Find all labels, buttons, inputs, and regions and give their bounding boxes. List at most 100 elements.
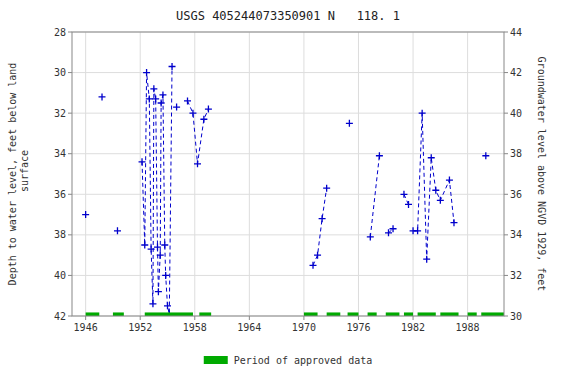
title: USGS 405244073350901 N 118. 1 <box>176 9 400 23</box>
y-tick-label: 38 <box>54 229 66 240</box>
y2-tick <box>504 32 508 33</box>
marker <box>376 152 383 159</box>
y-tick <box>68 316 72 317</box>
y-tick <box>68 113 72 114</box>
marker <box>141 242 148 249</box>
y2-tick-label: 34 <box>510 229 522 240</box>
x-tick-label: 1970 <box>292 322 316 333</box>
marker <box>482 152 489 159</box>
y-tick <box>68 153 72 154</box>
y-tick-label: 34 <box>54 148 66 159</box>
approved-bar <box>386 312 400 316</box>
x-tick <box>303 316 304 320</box>
marker <box>314 252 321 259</box>
x-tick-label: 1976 <box>346 322 370 333</box>
axes: 1946195219581964197019761982198828303234… <box>54 27 522 334</box>
approved-bar <box>199 312 211 316</box>
y2-tick <box>504 72 508 73</box>
marker <box>162 272 169 279</box>
y2-tick-label: 42 <box>510 67 522 78</box>
y2-tick <box>504 194 508 195</box>
marker <box>390 225 397 232</box>
marker <box>200 116 207 123</box>
marker <box>428 154 435 161</box>
grid-line-x <box>194 32 195 316</box>
y-tick-label: 42 <box>54 311 66 322</box>
approved-bar <box>440 312 458 316</box>
marker <box>446 177 453 184</box>
marker <box>367 233 374 240</box>
grid-line-x <box>140 32 141 316</box>
marker <box>346 120 353 127</box>
marker <box>405 201 412 208</box>
marker <box>152 95 159 102</box>
marker <box>400 191 407 198</box>
x-tick-label: 1982 <box>401 322 425 333</box>
marker <box>164 302 171 309</box>
x-tick <box>413 316 414 320</box>
marker <box>323 185 330 192</box>
y2-tick <box>504 275 508 276</box>
marker <box>310 262 317 269</box>
marker <box>432 187 439 194</box>
x-tick-label: 1964 <box>237 322 261 333</box>
chart: 1946195219581964197019761982198828303234… <box>0 0 576 384</box>
marker <box>139 158 146 165</box>
x-tick <box>140 316 141 320</box>
approved-bar <box>145 312 193 316</box>
grid-line-x <box>358 32 359 316</box>
approved-bar <box>481 312 504 316</box>
x-tick-label: 1958 <box>183 322 207 333</box>
y2-tick-label: 32 <box>510 270 522 281</box>
y-axis-label-line: surface <box>19 150 30 198</box>
marker <box>158 100 165 107</box>
data <box>82 63 504 316</box>
marker <box>423 256 430 263</box>
approved-bar <box>327 312 341 316</box>
y-tick-label: 30 <box>54 67 66 78</box>
y-tick-label: 32 <box>54 108 66 119</box>
marker <box>161 242 168 249</box>
y-tick-label: 28 <box>54 27 66 38</box>
y2-tick-label: 38 <box>510 148 522 159</box>
plot-area <box>72 32 504 316</box>
y2-tick <box>504 113 508 114</box>
approved-bar <box>113 312 124 316</box>
grid-line-y <box>72 153 504 154</box>
y2-tick-label: 36 <box>510 189 522 200</box>
marker <box>173 104 180 111</box>
y2-tick-label: 44 <box>510 27 522 38</box>
approved-bar <box>348 312 359 316</box>
marker <box>385 229 392 236</box>
marker <box>99 93 106 100</box>
marker <box>82 211 89 218</box>
y-tick-label: 36 <box>54 189 66 200</box>
y-tick-label: 40 <box>54 270 66 281</box>
y-axis-label: Depth to water level, feet below land su… <box>7 63 30 286</box>
marker <box>437 197 444 204</box>
grid-line-y <box>72 113 504 114</box>
grid-line-x <box>467 32 468 316</box>
marker <box>148 246 155 253</box>
grid-line-x <box>249 32 250 316</box>
approved-bar <box>86 312 100 316</box>
marker <box>450 219 457 226</box>
marker <box>157 252 164 259</box>
marker <box>143 69 150 76</box>
grid <box>72 32 504 316</box>
grid-line-y <box>72 275 504 276</box>
marker <box>149 300 156 307</box>
level-line <box>142 66 486 313</box>
approved-bar <box>404 312 413 316</box>
marker <box>319 215 326 222</box>
x-tick-label: 1988 <box>456 322 480 333</box>
y2-tick <box>504 316 508 317</box>
marker <box>189 110 196 117</box>
y2-tick <box>504 234 508 235</box>
marker <box>150 85 157 92</box>
x-tick-label: 1946 <box>74 322 98 333</box>
approved-bar <box>304 312 318 316</box>
marker <box>184 97 191 104</box>
y2-tick-label: 40 <box>510 108 522 119</box>
marker <box>155 288 162 295</box>
